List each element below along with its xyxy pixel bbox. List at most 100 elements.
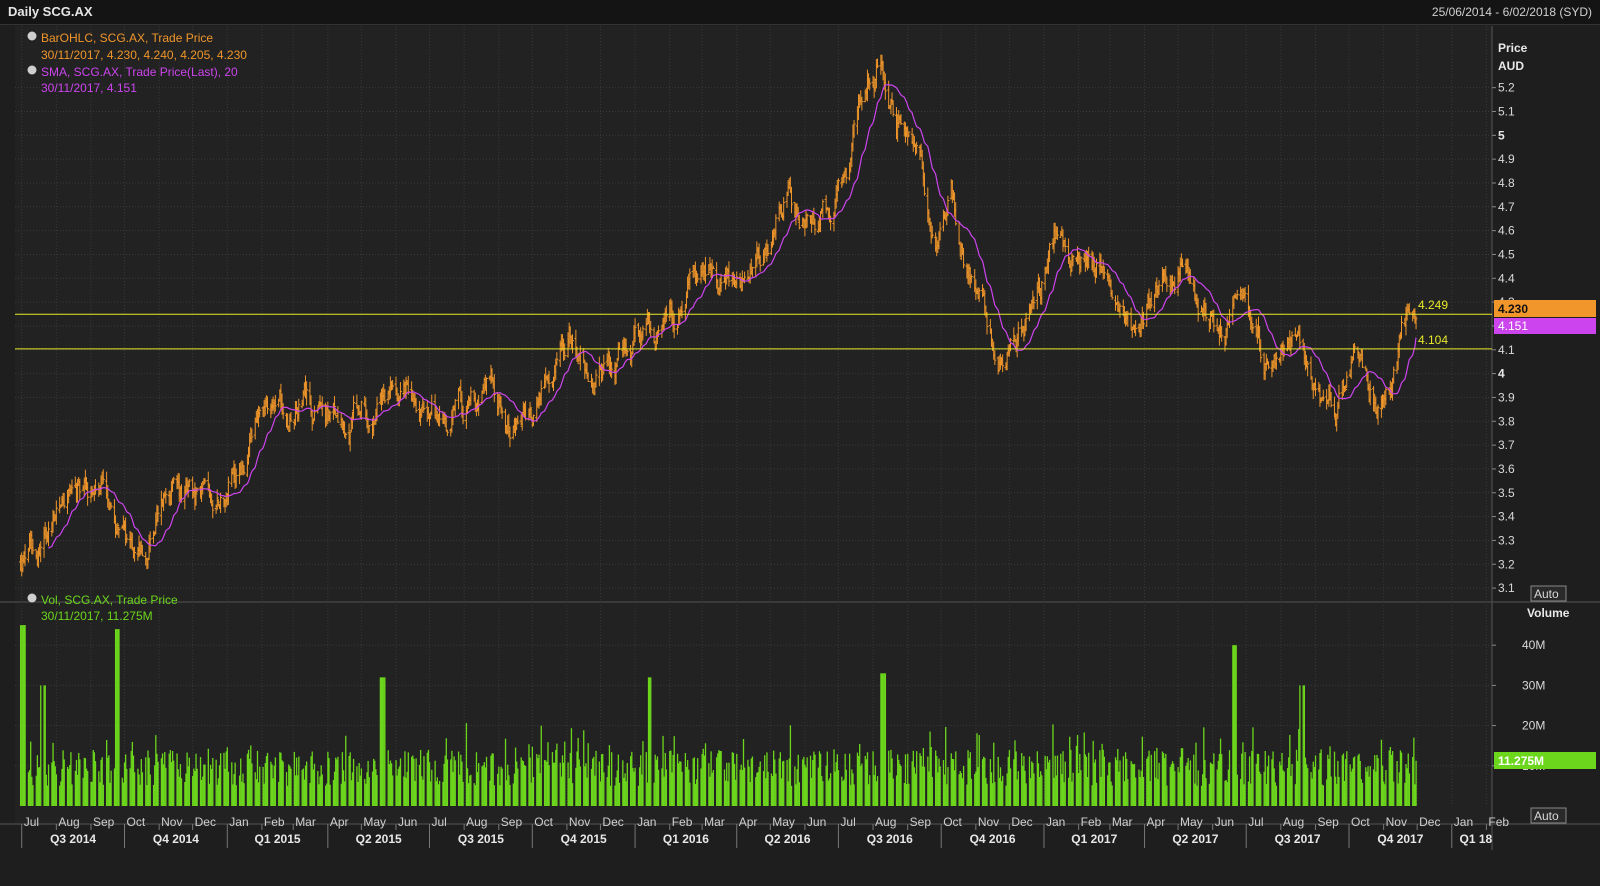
volume-bar [656, 756, 659, 806]
volume-bar [856, 752, 859, 806]
volume-bar [1302, 685, 1304, 806]
volume-bar [545, 760, 547, 806]
volume-bar [1224, 780, 1226, 806]
volume-bar [1015, 751, 1017, 806]
quarter-label: Q2 2016 [765, 832, 811, 846]
volume-bar [99, 782, 101, 806]
volume-bar [117, 629, 119, 806]
volume-bar [671, 772, 673, 806]
volume-bar [794, 766, 796, 806]
volume-bar [1161, 751, 1164, 806]
month-label: Mar [1112, 815, 1133, 829]
volume-bar [203, 764, 205, 806]
volume-bar [1204, 759, 1206, 806]
volume-bar [54, 766, 56, 806]
price-tick-label: 5.2 [1498, 81, 1515, 95]
volume-bar [818, 751, 821, 806]
volume-bar [872, 751, 874, 806]
volume-bar [1361, 782, 1364, 806]
volume-bar [216, 784, 218, 806]
month-label: Nov [161, 815, 182, 829]
volume-bar [770, 773, 773, 806]
volume-bar [787, 781, 789, 806]
volume-bar [47, 764, 50, 806]
volume-auto-button-frame[interactable] [1530, 807, 1567, 824]
volume-bar [21, 625, 23, 806]
volume-bar [779, 752, 782, 806]
volume-bar [1109, 762, 1111, 806]
volume-bar [1103, 756, 1106, 806]
volume-bar [609, 785, 612, 806]
volume-bar [1380, 739, 1383, 806]
volume-bar [303, 779, 306, 806]
volume-bar [661, 768, 663, 806]
volume-bar [37, 767, 40, 806]
volume-bar [1365, 767, 1367, 806]
volume-bar [1023, 756, 1025, 806]
volume-bar [1252, 727, 1254, 806]
volume-bar [1213, 753, 1215, 806]
legend-toggle-icon[interactable] [27, 593, 37, 603]
volume-bar [333, 771, 336, 806]
volume-bar [1298, 729, 1300, 806]
volume-bar [774, 759, 776, 806]
legend-toggle-icon[interactable] [27, 65, 37, 75]
volume-bar [1329, 746, 1331, 806]
volume-bar [364, 779, 366, 806]
sma-tag [1494, 318, 1596, 334]
month-label: Jan [637, 815, 656, 829]
volume-bar [1093, 762, 1095, 806]
quarter-label: Q4 2015 [561, 832, 607, 846]
volume-bar [173, 760, 175, 806]
volume-bar [192, 775, 194, 806]
volume-bar [625, 781, 627, 806]
volume-bar [1126, 758, 1128, 806]
volume-bar [1259, 771, 1261, 806]
volume-bar [991, 783, 994, 806]
volume-bar [452, 772, 454, 806]
volume-bar [758, 766, 760, 806]
volume-bar [1265, 783, 1268, 806]
volume-bar [1359, 760, 1361, 806]
volume-bar [1044, 755, 1046, 806]
volume-bar [1235, 645, 1237, 806]
last-volume-tag [1494, 752, 1596, 769]
volume-bar [594, 775, 596, 806]
price-auto-button-frame[interactable] [1530, 585, 1567, 602]
volume-bar [891, 758, 893, 806]
legend-toggle-icon[interactable] [27, 31, 37, 41]
volume-bar [423, 756, 425, 806]
volume-bar [133, 772, 136, 806]
title-bar: Daily SCG.AX 25/06/2014 - 6/02/2018 (SYD… [0, 0, 1600, 25]
price-axis-title: Price [1498, 41, 1528, 55]
volume-bar [1178, 772, 1180, 806]
price-auto-button[interactable]: Auto [1530, 585, 1567, 602]
volume-bar [585, 763, 587, 806]
volume-bar [1101, 743, 1103, 806]
volume-auto-label[interactable]: Auto [1534, 809, 1559, 823]
volume-bar [35, 775, 37, 806]
horizontal-lines [15, 313, 1492, 350]
price-tick-label: 3.7 [1498, 438, 1515, 452]
volume-bar [686, 760, 689, 806]
volume-bar [736, 753, 738, 806]
volume-bar [137, 768, 139, 806]
volume-bar [645, 752, 647, 806]
volume-tick-label: 20M [1522, 719, 1545, 733]
volume-bar [1336, 783, 1338, 806]
price-auto-label[interactable]: Auto [1534, 587, 1559, 601]
volume-bar [320, 765, 322, 806]
volume-bar [317, 770, 319, 806]
volume-bar [960, 773, 963, 806]
volume-bar [61, 768, 63, 806]
volume-bar [1216, 769, 1218, 806]
volume-bar [1007, 756, 1009, 806]
volume-bar [1048, 759, 1051, 806]
volume-auto-button[interactable]: Auto [1530, 807, 1567, 824]
volume-bar [1146, 758, 1148, 806]
volume-bar [576, 751, 578, 806]
volume-bar [106, 740, 108, 806]
month-label: Jul [1248, 815, 1263, 829]
volume-bar [1031, 761, 1033, 806]
